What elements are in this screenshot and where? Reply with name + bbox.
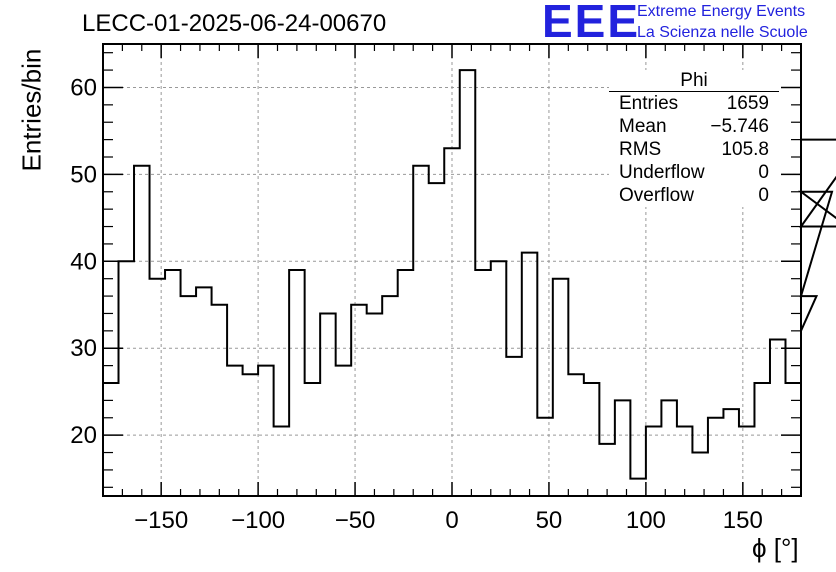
stats-row-mean: Mean −5.746 [609,115,779,138]
x-tick-label: −100 [231,507,285,534]
stats-row-underflow: Underflow 0 [609,161,779,184]
y-tick-label: 60 [70,74,97,101]
stats-row-entries: Entries 1659 [609,92,779,115]
x-tick-label: 150 [723,507,763,534]
logo-line-2: La Scienza nelle Scuole [637,24,808,41]
x-tick-label: 100 [626,507,666,534]
x-tick-label: −150 [134,507,188,534]
chart-title: LECC-01-2025-06-24-00670 [82,10,387,37]
y-tick-label: 30 [70,335,97,362]
stats-row-overflow: Overflow 0 [609,184,779,207]
histogram-line [102,69,836,496]
stats-value: −5.746 [710,116,769,137]
stats-name: Phi [609,70,779,92]
y-tick-label: 20 [70,422,97,449]
eee-logo: EEE [542,0,641,47]
stats-label: Entries [619,93,679,114]
y-tick-label: 50 [70,161,97,188]
plot-frame [102,43,802,497]
stats-value: 1659 [726,93,769,114]
stats-label: Mean [619,116,667,137]
stats-box: Phi Entries 1659 Mean −5.746 RMS 105.8 Unde… [609,70,779,207]
stats-label: Underflow [619,162,705,183]
stats-value: 0 [758,185,769,206]
tick-labels: −150 −100 −50 0 50 100 150 20 30 40 50 60 [70,74,763,534]
grid-lines [103,44,801,496]
stats-value: 0 [758,162,769,183]
stats-row-rms: RMS 105.8 [609,138,779,161]
stats-value: 105.8 [721,139,769,160]
x-axis-label: ϕ [°] [752,533,799,563]
x-tick-label: 50 [536,507,563,534]
y-tick-label: 40 [70,248,97,275]
stats-label: RMS [619,139,662,160]
x-tick-label: 0 [445,507,458,534]
stats-label: Overflow [619,185,694,206]
x-tick-label: −50 [335,507,376,534]
logo-line-1: Extreme Energy Events [637,3,806,20]
axis-ticks [103,44,801,496]
y-axis-label: Entries/bin [16,48,47,172]
